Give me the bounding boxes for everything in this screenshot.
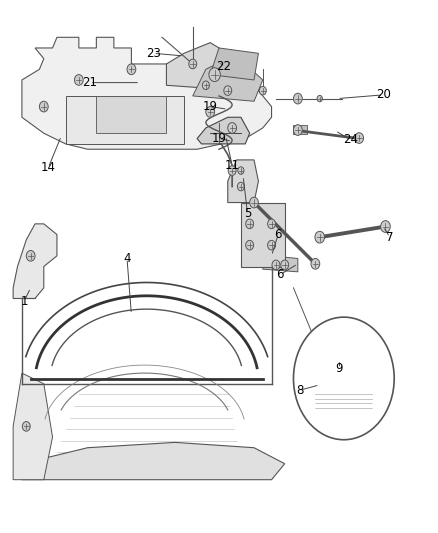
Circle shape — [202, 81, 209, 90]
Text: 8: 8 — [297, 384, 304, 397]
Circle shape — [246, 219, 254, 229]
Circle shape — [74, 75, 83, 85]
Text: 23: 23 — [146, 47, 161, 60]
Polygon shape — [13, 373, 53, 480]
Text: 9: 9 — [336, 362, 343, 375]
Polygon shape — [166, 43, 245, 91]
Circle shape — [272, 260, 280, 270]
Polygon shape — [96, 96, 166, 133]
Circle shape — [209, 68, 220, 82]
Polygon shape — [241, 203, 285, 266]
Polygon shape — [22, 37, 272, 149]
Text: 20: 20 — [376, 88, 391, 101]
Circle shape — [224, 86, 232, 95]
Text: 19: 19 — [212, 132, 226, 145]
Polygon shape — [193, 59, 263, 101]
Circle shape — [317, 95, 322, 102]
Circle shape — [228, 123, 237, 133]
Circle shape — [281, 260, 289, 270]
Circle shape — [228, 166, 236, 175]
Text: 6: 6 — [274, 228, 282, 241]
Text: 24: 24 — [343, 133, 358, 146]
Polygon shape — [66, 96, 184, 144]
Text: 19: 19 — [203, 100, 218, 113]
Circle shape — [315, 231, 325, 243]
Polygon shape — [197, 117, 250, 144]
Text: 6: 6 — [276, 268, 284, 281]
Text: 1: 1 — [20, 295, 28, 308]
Polygon shape — [293, 125, 307, 134]
Text: 22: 22 — [216, 60, 231, 73]
Circle shape — [127, 64, 136, 75]
Circle shape — [293, 93, 302, 104]
Text: 21: 21 — [82, 76, 97, 89]
Circle shape — [381, 221, 390, 232]
Polygon shape — [22, 442, 285, 480]
Circle shape — [39, 101, 48, 112]
Polygon shape — [228, 160, 258, 203]
Circle shape — [330, 359, 340, 372]
Circle shape — [268, 219, 276, 229]
Polygon shape — [331, 376, 339, 397]
Text: 11: 11 — [225, 159, 240, 172]
Text: 7: 7 — [386, 231, 394, 244]
Circle shape — [238, 167, 244, 174]
Circle shape — [189, 59, 197, 69]
Circle shape — [246, 240, 254, 250]
Circle shape — [250, 197, 258, 208]
Circle shape — [293, 317, 394, 440]
Circle shape — [259, 86, 266, 95]
Circle shape — [26, 251, 35, 261]
Text: 5: 5 — [244, 207, 251, 220]
Circle shape — [206, 107, 215, 117]
Polygon shape — [263, 256, 298, 272]
Circle shape — [355, 133, 364, 143]
Circle shape — [311, 259, 320, 269]
Circle shape — [293, 125, 302, 135]
Circle shape — [22, 422, 30, 431]
Polygon shape — [210, 48, 258, 80]
Text: 14: 14 — [41, 161, 56, 174]
Polygon shape — [13, 224, 57, 298]
Polygon shape — [320, 381, 368, 392]
Circle shape — [237, 182, 244, 191]
Circle shape — [268, 240, 276, 250]
Text: 4: 4 — [123, 252, 131, 265]
